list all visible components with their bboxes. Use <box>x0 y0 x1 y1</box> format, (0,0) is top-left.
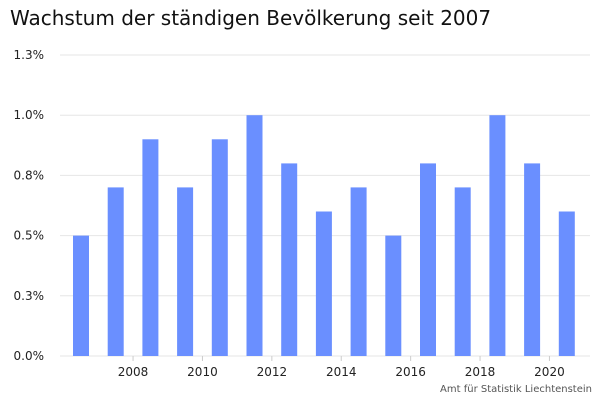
bar-2019 <box>489 115 506 356</box>
bar-2011 <box>211 139 228 356</box>
y-tick-label: 0.8% <box>14 168 45 182</box>
bar-2018 <box>454 187 471 356</box>
chart-title: Wachstum der ständigen Bevölkerung seit … <box>10 6 492 30</box>
x-tick-label: 2012 <box>257 365 288 379</box>
bar-2009 <box>142 139 159 356</box>
y-tick-label: 1.3% <box>14 48 45 62</box>
bars <box>73 115 575 356</box>
x-tick-label: 2010 <box>187 365 218 379</box>
bar-2013 <box>281 163 298 356</box>
bar-2020 <box>524 163 541 356</box>
bar-2008 <box>107 187 124 356</box>
bar-2012 <box>246 115 263 356</box>
y-axis-ticks: 0.0% 0.3% 0.5% 0.8% 1.0% 1.3% <box>14 48 45 363</box>
bar-2015 <box>350 187 367 356</box>
y-tick-label: 1.0% <box>14 108 45 122</box>
bar-2016 <box>385 235 402 356</box>
bar-2017 <box>420 163 436 356</box>
x-tick-label: 2008 <box>118 365 149 379</box>
bar-2014 <box>315 211 332 356</box>
y-tick-label: 0.0% <box>14 349 45 363</box>
y-tick-label: 0.3% <box>14 289 45 303</box>
x-tick-label: 2018 <box>465 365 496 379</box>
x-tick-label: 2020 <box>534 365 565 379</box>
x-axis-ticks: 2008 2010 2012 2014 2016 2018 2020 <box>118 356 565 379</box>
bar-2010 <box>177 187 194 356</box>
source-note: Amt für Statistik Liechtenstein <box>440 384 592 395</box>
bar-2021 <box>558 211 575 356</box>
x-tick-label: 2014 <box>326 365 357 379</box>
bar-2007 <box>73 235 89 356</box>
y-tick-label: 0.5% <box>14 229 45 243</box>
x-tick-label: 2016 <box>395 365 426 379</box>
